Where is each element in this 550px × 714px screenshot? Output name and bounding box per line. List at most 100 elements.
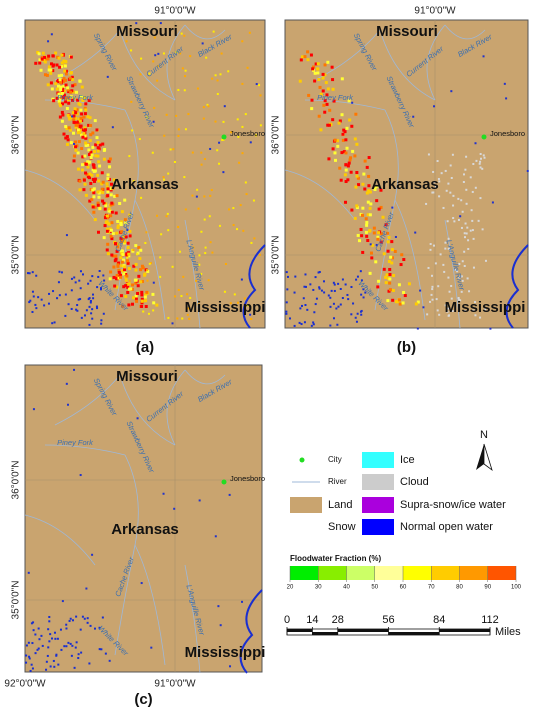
colorbar-segment: [374, 566, 403, 580]
flood-pixel: [200, 230, 203, 233]
flood-pixel: [191, 194, 194, 197]
flood-pixel: [120, 239, 124, 243]
flood-pixel: [76, 151, 80, 155]
flood-pixel: [126, 256, 129, 259]
water-pixel: [64, 314, 67, 317]
flood-pixel: [403, 294, 407, 298]
cloud-pixel: [469, 229, 472, 232]
flood-pixel: [344, 168, 348, 172]
water-pixel: [102, 274, 105, 277]
water-pixel: [350, 313, 353, 316]
water-pixel: [65, 627, 68, 630]
flood-pixel: [228, 208, 231, 211]
flood-pixel: [367, 189, 371, 193]
state-label: Missouri: [116, 23, 178, 40]
flood-pixel: [327, 157, 331, 161]
cloud-pixel: [460, 275, 463, 278]
water-pixel: [330, 289, 333, 292]
flood-pixel: [387, 259, 391, 263]
cloud-pixel: [432, 244, 435, 247]
flood-pixel: [120, 210, 124, 214]
scalebar-segment: [388, 632, 440, 635]
flood-pixel: [114, 242, 118, 246]
flood-pixel: [106, 194, 110, 198]
flood-pixel: [310, 98, 314, 102]
flood-pixel: [43, 60, 47, 64]
cloud-pixel: [461, 260, 464, 263]
flood-pixel: [47, 54, 51, 58]
flood-pixel: [377, 279, 381, 283]
scalebar-tick-label: 56: [382, 614, 394, 626]
flood-pixel: [340, 77, 344, 81]
flood-pixel: [67, 96, 71, 100]
water-pixel: [91, 308, 94, 311]
flood-pixel: [47, 65, 51, 69]
flood-pixel: [116, 224, 120, 228]
flood-pixel: [40, 57, 44, 61]
flood-pixel: [55, 87, 59, 91]
scalebar-tick-label: 84: [433, 614, 445, 626]
flood-pixel: [83, 126, 87, 130]
flood-pixel: [391, 256, 395, 260]
flood-pixel: [325, 93, 329, 97]
flood-pixel: [254, 134, 257, 137]
flood-pixel: [112, 265, 116, 269]
cloud-pixel: [466, 226, 469, 229]
water-pixel: [341, 297, 344, 300]
flood-pixel: [105, 248, 109, 252]
cloud-pixel: [481, 167, 484, 170]
flood-pixel: [348, 118, 352, 122]
water-pixel: [32, 295, 35, 298]
flood-pixel: [392, 274, 396, 278]
water-pixel: [222, 171, 225, 174]
cloud-pixel: [448, 314, 451, 317]
flood-pixel: [333, 138, 337, 142]
flood-pixel: [60, 73, 64, 77]
flood-pixel: [107, 177, 111, 181]
river-line: [124, 454, 139, 546]
water-pixel: [97, 275, 100, 278]
flood-pixel: [120, 220, 124, 224]
flood-pixel: [116, 242, 120, 246]
flood-pixel: [341, 132, 345, 136]
flood-pixel: [57, 98, 61, 102]
flood-pixel: [96, 201, 100, 205]
flood-pixel: [71, 131, 75, 135]
flood-pixel: [210, 189, 213, 192]
flood-pixel: [180, 32, 183, 35]
flood-pixel: [61, 87, 65, 91]
flood-pixel: [113, 259, 117, 263]
cloud-pixel: [442, 206, 445, 209]
cloud-pixel: [438, 313, 441, 316]
latitude-label: 36°0'0"N: [11, 461, 22, 500]
flood-pixel: [115, 274, 119, 278]
flood-pixel: [92, 195, 96, 199]
flood-pixel: [241, 40, 244, 43]
water-pixel: [355, 320, 358, 323]
flood-pixel: [183, 176, 186, 179]
flood-pixel: [76, 98, 80, 102]
water-pixel: [52, 659, 55, 662]
flood-pixel: [109, 193, 113, 197]
flood-pixel: [181, 67, 184, 70]
flood-pixel: [347, 99, 351, 103]
water-pixel: [228, 493, 231, 496]
flood-pixel: [136, 291, 140, 295]
flood-pixel: [96, 190, 100, 194]
flood-pixel: [241, 82, 244, 85]
flood-pixel: [115, 285, 119, 289]
flood-pixel: [127, 252, 131, 256]
flood-pixel: [136, 251, 140, 255]
water-pixel: [79, 298, 82, 301]
flood-pixel: [104, 220, 108, 224]
flood-pixel: [123, 218, 127, 222]
flood-pixel: [151, 292, 155, 296]
flood-pixel: [78, 128, 82, 132]
mississippi-river: [239, 589, 263, 674]
flood-pixel: [81, 135, 85, 139]
river-label: Piney Fork: [317, 93, 354, 102]
flood-pixel: [140, 279, 144, 283]
water-pixel: [329, 296, 332, 299]
flood-pixel: [80, 163, 84, 167]
flood-pixel: [184, 128, 187, 131]
